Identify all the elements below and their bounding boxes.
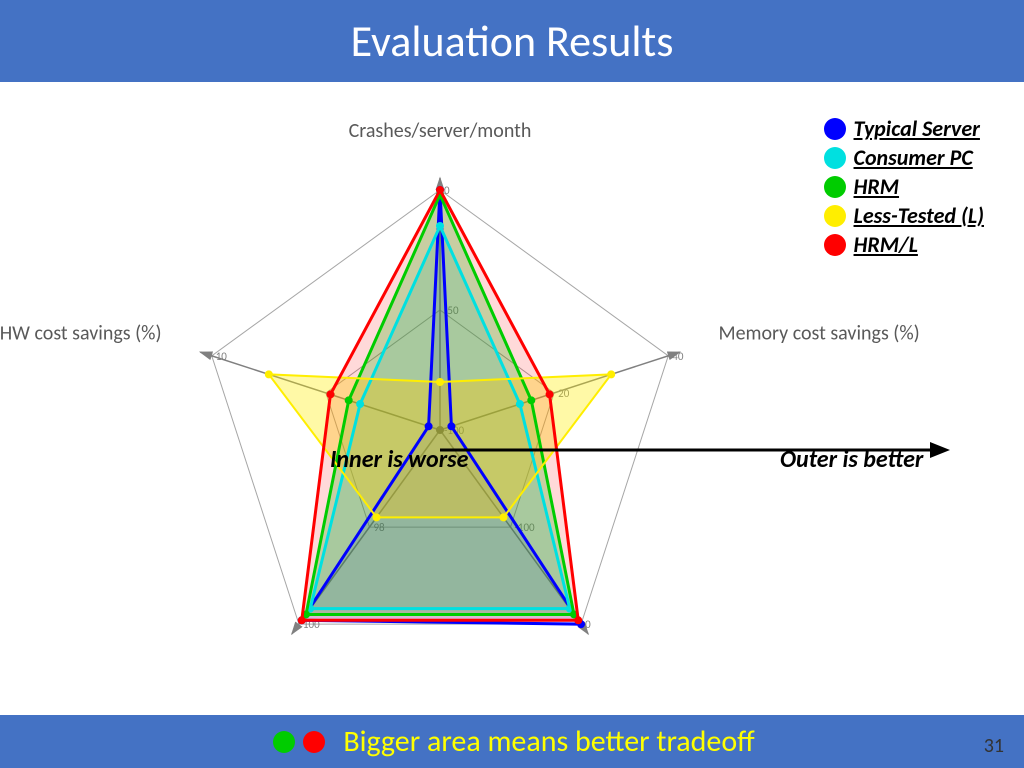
svg-text:Server HW cost savings (%): Server HW cost savings (%): [0, 322, 162, 346]
legend-label: Typical Server: [854, 115, 980, 142]
legend-swatch: [824, 234, 846, 256]
legend-label: HRM/L: [854, 231, 918, 258]
legend-label: Less-Tested (L): [854, 202, 984, 229]
legend-item: HRM/L: [824, 231, 984, 258]
legend: Typical ServerConsumer PCHRMLess-Tested …: [824, 115, 984, 260]
legend-item: Typical Server: [824, 115, 984, 142]
footer-dot-1: [273, 731, 295, 753]
svg-text:Crashes/server/month: Crashes/server/month: [349, 119, 532, 143]
footer-text: Bigger area means better tradeoff: [343, 723, 754, 760]
legend-item: Consumer PC: [824, 144, 984, 171]
legend-swatch: [824, 118, 846, 140]
legend-swatch: [824, 205, 846, 227]
legend-swatch: [824, 176, 846, 198]
footer-dot-2: [303, 731, 325, 753]
outer-arrow: [440, 430, 960, 470]
footer-bar: Bigger area means better tradeoff: [0, 715, 1024, 768]
svg-text:0: 0: [444, 184, 450, 197]
page-title: Evaluation Results: [0, 0, 1024, 82]
legend-swatch: [824, 147, 846, 169]
svg-text:Memory cost savings (%): Memory cost savings (%): [718, 322, 919, 346]
svg-text:40: 40: [672, 350, 684, 363]
svg-text:0: 0: [585, 618, 591, 631]
legend-item: Less-Tested (L): [824, 202, 984, 229]
legend-label: Consumer PC: [854, 144, 973, 171]
page-number: 31: [984, 734, 1004, 758]
legend-item: HRM: [824, 173, 984, 200]
svg-text:10: 10: [216, 350, 228, 363]
legend-label: HRM: [854, 173, 900, 200]
